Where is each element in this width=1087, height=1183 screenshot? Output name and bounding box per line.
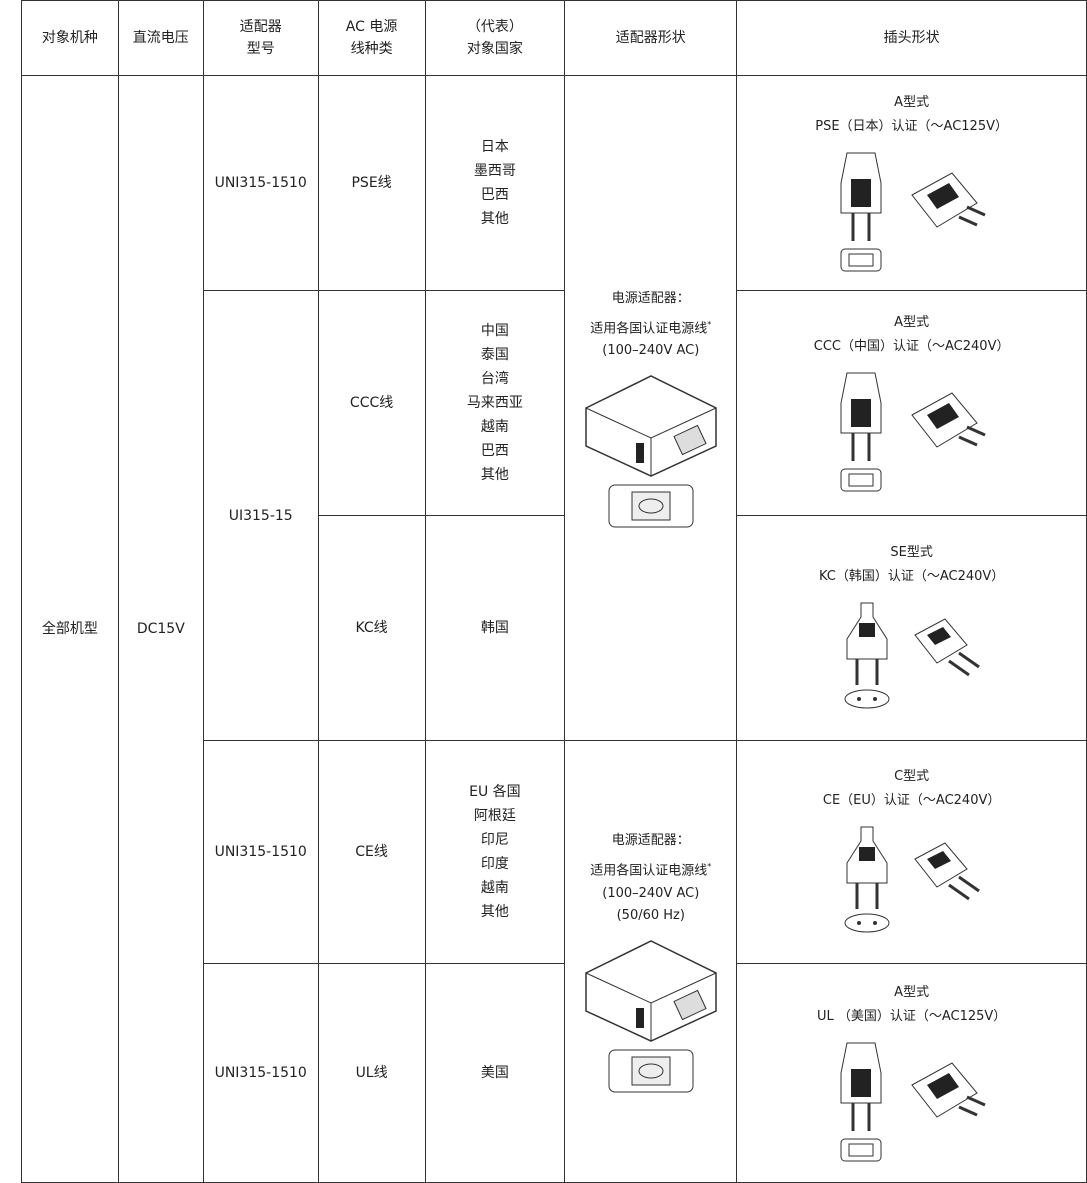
plug-type: C型式 — [894, 769, 930, 784]
voltage: DC15V — [117, 75, 204, 1183]
plug: A型式 CCC（中国）认证（～AC240V） — [736, 290, 1087, 516]
plug-drawing — [840, 152, 986, 272]
adapter-drawing — [585, 939, 717, 1042]
certification: PSE（日本）认证（～AC125V） — [815, 119, 1008, 134]
country: 巴西 — [480, 187, 509, 203]
row: UI315-15 CCC线 中国泰国台湾马来西亚越南巴西其他 A型式 CCC（中国… — [22, 290, 1087, 741]
adapter: 电源适配器： 适用各国认证电源线* (100–240V AC) (50/60 Hz) — [564, 740, 738, 1183]
plug-drawing — [840, 372, 986, 492]
country: 其他 — [480, 904, 509, 920]
country: 墨西哥 — [473, 163, 516, 179]
country: 泰国 — [480, 347, 509, 363]
header-text: 插头形状 — [883, 30, 940, 46]
plug-type: A型式 — [894, 985, 930, 1000]
country: 其他 — [480, 211, 509, 227]
plug-drawing — [840, 1042, 986, 1162]
row: 全部机型 DC15V UNI315-1510 PSE线 日本 墨西哥 巴西 其他 电源… — [21, 75, 1087, 1183]
model: UNI315-1510 — [202, 740, 319, 964]
model: UNI315-1510 — [202, 963, 319, 1183]
header-text: 对象机种 — [41, 30, 98, 46]
header-text: 对象国家 — [466, 41, 523, 57]
countries: EU 各国阿根廷印尼印度越南其他 — [424, 740, 566, 964]
country: 韩国 — [480, 620, 509, 636]
countries: 日本 墨西哥 巴西 其他 — [424, 75, 566, 291]
plug-type: A型式 — [894, 95, 930, 110]
header-cell: 对象机种 — [21, 0, 119, 76]
header-cell: （代表） 对象国家 — [424, 0, 566, 76]
header-text: 适配器 — [239, 19, 282, 35]
certification: UL （美国）认证（～AC125V） — [816, 1009, 1007, 1024]
header-text: （代表） — [466, 19, 523, 35]
adapter-drawing — [585, 375, 717, 477]
cable: CE线 — [317, 740, 426, 964]
countries: 中国泰国台湾马来西亚越南巴西其他 — [424, 290, 566, 516]
plug-drawing — [844, 826, 980, 933]
certification: CCC（中国）认证（～AC240V） — [813, 339, 1010, 354]
countries: 美国 — [424, 963, 566, 1183]
cable: CCC线 — [317, 290, 426, 516]
plug: A型式 UL （美国）认证（～AC125V） — [736, 963, 1087, 1183]
inlet-drawing — [608, 1049, 694, 1093]
country: 越南 — [480, 419, 509, 435]
certification: CE（EU）认证（～AC240V） — [822, 793, 1001, 808]
cable: KC线 — [317, 515, 426, 741]
country: 其他 — [480, 467, 509, 483]
model: UNI315-1510 — [202, 75, 319, 291]
row: UNI315-1510 CE线 EU 各国阿根廷印尼印度越南其他 电源适配器： 适… — [22, 740, 1087, 1183]
header-cell: 直流电压 — [117, 0, 204, 76]
header-text: 适配器形状 — [615, 30, 686, 46]
header-cell: 插头形状 — [736, 0, 1087, 76]
header-cell: AC 电源线种类 — [317, 0, 426, 76]
country: 巴西 — [480, 443, 509, 459]
country: 日本 — [480, 139, 509, 155]
plug: A型式 PSE（日本）认证（～AC125V） — [736, 75, 1087, 291]
header-cell: 适配器形状 — [564, 0, 738, 76]
model: UI315-15 — [202, 290, 319, 741]
adapter-text: (50/60 Hz) — [616, 907, 685, 923]
adapter: 电源适配器： 适用各国认证电源线* (100–240V AC) — [564, 75, 738, 741]
country: 印尼 — [480, 832, 509, 848]
adapter-title: 电源适配器： — [611, 833, 690, 849]
country: 美国 — [480, 1065, 509, 1081]
country: 中国 — [480, 323, 509, 339]
inlet-drawing — [608, 484, 694, 528]
certification: KC（韩国）认证（～AC240V） — [818, 569, 1005, 584]
country: 马来西亚 — [466, 395, 523, 411]
cable: PSE线 — [317, 75, 426, 291]
adapter-text: (100–240V AC) — [602, 343, 700, 359]
header-text: 型号 — [246, 41, 275, 57]
plug: SE型式 KC（韩国）认证（～AC240V） — [736, 515, 1087, 741]
header-row: 对象机种 直流电压 适配器 型号 AC 电源 线种类 （代表） 对象国家 适配器形状 插头形状 — [21, 0, 1087, 76]
country: 印度 — [480, 856, 509, 872]
plug-type: A型式 — [894, 315, 930, 330]
adapter-text: 适用各国认证电源线* — [590, 319, 712, 337]
row: UNI315-1510 UL线 美国 A型式 UL （美国）认证（～AC125V） — [22, 963, 1087, 1183]
note-mark: * — [707, 319, 712, 329]
header-text: 直流电压 — [132, 30, 189, 46]
note-mark: * — [707, 862, 712, 872]
country: 越南 — [480, 880, 509, 896]
countries: 韩国 — [424, 515, 566, 741]
plug-type: SE型式 — [890, 545, 933, 560]
header-cell: 适配器 型号 — [202, 0, 319, 76]
spec-table: 对象机种 直流电压 适配器 型号 AC 电源 线种类 （代表） 对象国家 适配器形状 插头形状 全… — [21, 0, 1087, 1183]
adapter-text: 适用各国认证电源线* — [590, 862, 712, 879]
country: 阿根廷 — [473, 808, 516, 824]
country: 台湾 — [480, 371, 509, 387]
country: EU 各国 — [469, 784, 521, 800]
header-text: 线种类 — [350, 41, 393, 57]
cable: UL线 — [317, 963, 426, 1183]
plug-drawing — [844, 602, 980, 709]
row: KC线 韩国 SE型式 KC（韩国）认证（～AC240V） — [22, 515, 1087, 741]
adapter-text: (100–240V AC) — [602, 885, 700, 901]
header-text: AC 电源 — [345, 19, 398, 35]
plug: C型式 CE（EU）认证（～AC240V） — [736, 740, 1087, 964]
model-type: 全部机型 — [21, 75, 119, 1183]
adapter-title: 电源适配器： — [611, 290, 690, 306]
